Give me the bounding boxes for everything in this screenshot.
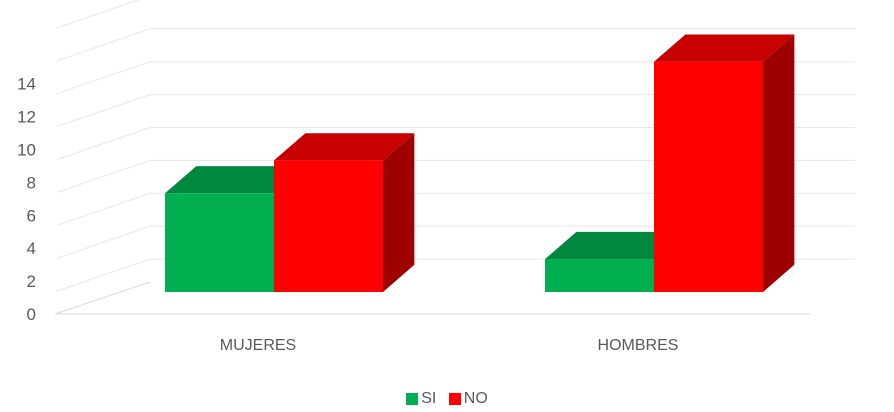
y-tick-label: 8 xyxy=(27,173,36,192)
gridline-slant-6 xyxy=(56,192,151,226)
legend: SI NO xyxy=(0,390,894,410)
bar-front-face xyxy=(545,259,654,292)
y-tick-label: 12 xyxy=(17,108,36,127)
bar-side-face xyxy=(763,34,795,292)
legend-swatch-no xyxy=(448,393,461,405)
bar-no-mujeres xyxy=(274,133,415,292)
bar-front-face xyxy=(165,193,274,292)
legend-swatch-si xyxy=(406,393,419,405)
gridline-slant-2 xyxy=(56,258,151,292)
gridline-slant-10 xyxy=(56,127,151,160)
gridline-slant-4 xyxy=(56,225,151,259)
y-tick-label: 0 xyxy=(27,305,36,324)
x-category-label: MUJERES xyxy=(220,337,296,354)
y-tick-label: 10 xyxy=(17,141,36,160)
y-tick-label: 6 xyxy=(27,206,36,225)
gridline-slant-18 xyxy=(56,0,140,29)
bar-no-hombres xyxy=(654,34,795,293)
x-category-label: HOMBRES xyxy=(598,337,679,354)
gridline-slant-8 xyxy=(56,159,151,193)
legend-item-si: SI xyxy=(406,390,436,408)
y-tick-label: 2 xyxy=(27,272,36,291)
bar-top-face xyxy=(274,133,415,161)
legend-label-no: NO xyxy=(463,390,488,407)
floor-left-edge xyxy=(54,281,151,315)
bar-front-face xyxy=(654,61,763,293)
bar-top-face xyxy=(165,166,306,194)
bar-top-face xyxy=(545,231,686,260)
bar-top-face xyxy=(654,34,795,62)
bar-front-face xyxy=(274,160,383,292)
y-tick-label: 14 xyxy=(17,75,36,94)
gridline-slant-12 xyxy=(56,94,151,128)
bar-si-hombres xyxy=(545,231,686,292)
legend-label-si: SI xyxy=(421,390,437,407)
gridline-slant-16 xyxy=(56,28,151,62)
bar-side-face xyxy=(383,133,415,292)
y-tick-label: 4 xyxy=(27,239,36,258)
bars xyxy=(165,34,795,293)
x-axis: MUJERES HOMBRES xyxy=(220,337,679,354)
gridline-slant-14 xyxy=(56,61,151,95)
y-axis: 0 2 4 6 8 10 12 14 xyxy=(17,75,36,324)
legend-item-no: NO xyxy=(448,390,488,408)
